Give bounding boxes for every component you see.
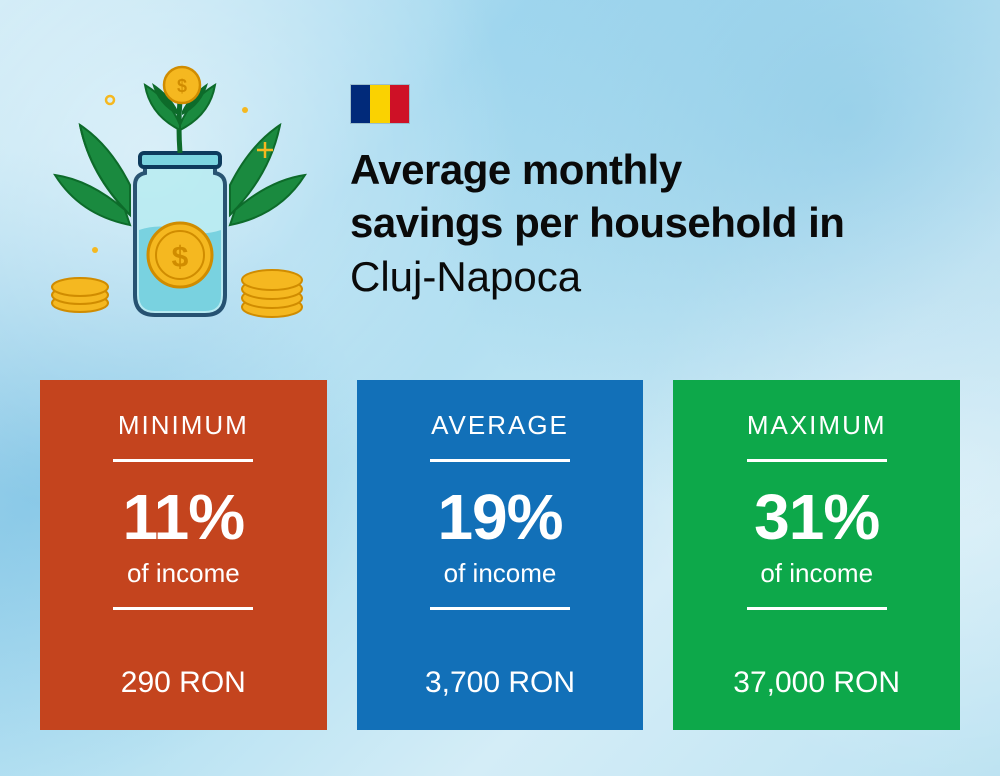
card-subtext: of income [760, 558, 873, 589]
divider [747, 607, 887, 610]
flag-stripe-yellow [370, 85, 389, 123]
svg-text:$: $ [172, 241, 189, 274]
title-line-1: Average monthly [350, 144, 960, 197]
card-minimum: MINIMUM 11% of income 290 RON [40, 380, 327, 730]
card-amount: 37,000 RON [733, 666, 900, 700]
header: $ $ Average monthly savings per househol… [40, 40, 960, 350]
card-amount: 290 RON [121, 666, 246, 700]
divider [430, 607, 570, 610]
stat-cards-row: MINIMUM 11% of income 290 RON AVERAGE 19… [40, 380, 960, 730]
title-city: Cluj-Napoca [350, 249, 960, 306]
divider [430, 459, 570, 462]
card-percent: 19% [437, 480, 562, 554]
card-average: AVERAGE 19% of income 3,700 RON [357, 380, 644, 730]
flag-stripe-red [390, 85, 409, 123]
divider [113, 607, 253, 610]
svg-text:$: $ [177, 76, 187, 96]
savings-jar-illustration: $ $ [40, 55, 320, 335]
flag-stripe-blue [351, 85, 370, 123]
card-subtext: of income [127, 558, 240, 589]
title-line-2: savings per household in [350, 197, 960, 250]
card-maximum: MAXIMUM 31% of income 37,000 RON [673, 380, 960, 730]
card-amount: 3,700 RON [425, 666, 575, 700]
card-subtext: of income [444, 558, 557, 589]
divider [747, 459, 887, 462]
card-percent: 11% [123, 480, 245, 554]
title-block: Average monthly savings per household in… [350, 84, 960, 306]
divider [113, 459, 253, 462]
romania-flag-icon [350, 84, 410, 124]
card-label: MINIMUM [118, 410, 249, 441]
card-label: AVERAGE [431, 410, 569, 441]
card-label: MAXIMUM [747, 410, 887, 441]
card-percent: 31% [754, 480, 879, 554]
